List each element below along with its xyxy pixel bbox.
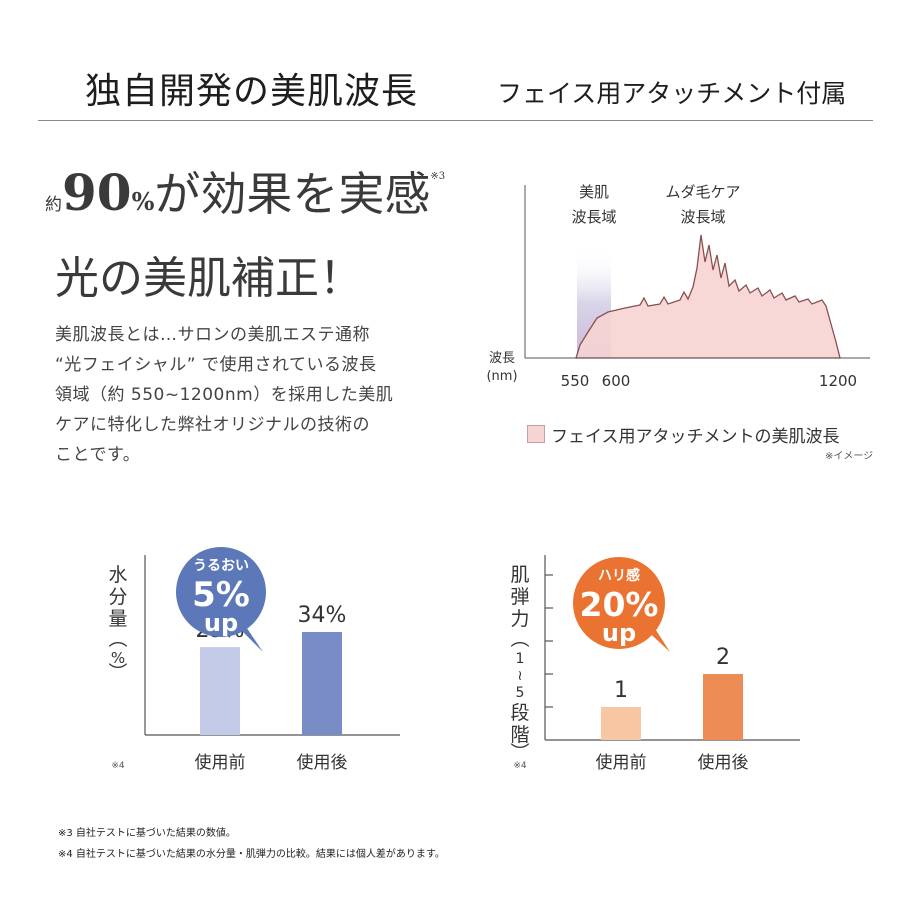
bar-value-label: 2: [716, 645, 730, 670]
ylabel-char: ︵: [108, 628, 127, 650]
ylabel-char: 弾: [510, 586, 529, 608]
header-divider: [38, 120, 873, 121]
category-label: 使用後: [297, 752, 348, 773]
spectrum-tick-label: 600: [602, 372, 631, 390]
badge-line2: 20%: [580, 585, 659, 624]
ylabel-char: %: [111, 649, 125, 667]
ylabel-char: 肌: [510, 564, 529, 586]
elasticity-chart: 肌 弾 力 ︵ 1 ≀ 5 段 階 ︶ 1 2 使用前 使用後 ※4 ハリ感 2…: [510, 555, 800, 773]
badge-line3: up: [602, 619, 636, 647]
spectrum-tick-label: 1200: [819, 372, 857, 390]
badge-line1: うるおい: [193, 558, 249, 574]
spectrum-axis-label: 波長: [489, 351, 515, 366]
ylabel-char: 分: [108, 586, 127, 608]
category-label: 使用後: [698, 752, 749, 773]
ylabel-char: 5: [516, 685, 525, 701]
footnote-4: ※4 自社テストに基づいた結果の水分量・肌弾力の比較。結果には個人差があります。: [58, 849, 445, 860]
category-label: 使用前: [596, 752, 647, 773]
elasticity-ticks: [545, 574, 553, 708]
ylabel-char: 水: [108, 564, 127, 586]
ylabel-char: 1: [516, 651, 525, 667]
legend-swatch: [527, 425, 545, 443]
ylabel-char: 段: [510, 702, 529, 724]
hair-band-label: 波長域: [680, 208, 725, 226]
skin-band-label: 波長域: [571, 208, 616, 226]
moisture-badge: うるおい 5% up: [176, 547, 266, 652]
bar-before: [200, 647, 240, 735]
category-label: 使用前: [195, 752, 246, 773]
description-line: 美肌波長とは…サロンの美肌エステ通称: [55, 325, 370, 345]
chart-note: ※4: [513, 761, 527, 771]
hair-band-label: ムダ毛ケア: [665, 183, 740, 201]
elasticity-badge: ハリ感 20% up: [573, 557, 670, 652]
headline-percent: %: [131, 187, 155, 216]
bar-after: [703, 674, 743, 740]
headline-main: 約90%が効果を実感※3: [45, 168, 445, 218]
description-line: ケアに特化した弊社オリジナルの技術の: [55, 415, 370, 435]
description-line: ことです。: [55, 445, 141, 465]
headline-number: 90: [62, 163, 132, 222]
footnote-3: ※3 自社テストに基づいた結果の数値。: [58, 828, 236, 839]
ylabel-char: 階: [510, 724, 529, 746]
ylabel-char: ︶: [108, 662, 127, 684]
description-line: “光フェイシャル” で使用されている波長: [55, 355, 377, 375]
elasticity-ylabel: 肌 弾 力 ︵ 1 ≀ 5 段 階 ︶: [510, 564, 529, 764]
ylabel-char: ︶: [510, 742, 529, 764]
section-title-left: 独自開発の美肌波長: [85, 71, 419, 112]
headline-rest: が効果を実感: [154, 167, 431, 221]
ylabel-char: ≀: [517, 668, 522, 684]
badge-line2: 5%: [192, 575, 250, 615]
ylabel-char: 力: [510, 608, 529, 630]
headline-note: ※3: [430, 171, 446, 182]
legend-label: フェイス用アタッチメントの美肌波長: [551, 427, 840, 447]
badge-line3: up: [204, 609, 238, 637]
spectrum-tick-label: 550: [561, 372, 590, 390]
badge-line1: ハリ感: [598, 567, 640, 584]
moisture-ylabel: 水 分 量 ︵ % ︶: [108, 564, 127, 684]
ylabel-char: ︵: [510, 628, 529, 650]
skin-band-label: 美肌: [579, 183, 609, 201]
badge-circle: [573, 557, 665, 649]
description-text: 美肌波長とは…サロンの美肌エステ通称 “光フェイシャル” で使用されている波長 …: [55, 320, 475, 470]
bar-value-label: 1: [614, 678, 628, 703]
spectrum-diagram: 美肌 波長域 ムダ毛ケア 波長域 波長 (nm) 550 600 1200: [486, 183, 870, 390]
badge-circle: [176, 547, 266, 637]
chart-note: ※4: [111, 761, 125, 771]
headline-prefix: 約: [45, 195, 62, 215]
bar-after: [302, 631, 342, 735]
spectrum-curve: [575, 234, 841, 359]
spectrum-axis-label: (nm): [486, 369, 517, 384]
ylabel-char: 量: [108, 608, 127, 630]
headline-sub: 光の美肌補正！: [55, 253, 363, 304]
bar-value-label: 34%: [298, 603, 347, 628]
section-title-right: フェイス用アタッチメント付属: [497, 79, 847, 108]
moisture-chart: 水 分 量 ︵ % ︶ 29% 34% 使用前 使用後 ※4 うるおい 5% u…: [108, 547, 400, 773]
bar-before: [601, 707, 641, 740]
legend-note: ※イメージ: [825, 451, 874, 462]
description-line: 領域（約 550~1200nm）を採用した美肌: [55, 385, 394, 405]
